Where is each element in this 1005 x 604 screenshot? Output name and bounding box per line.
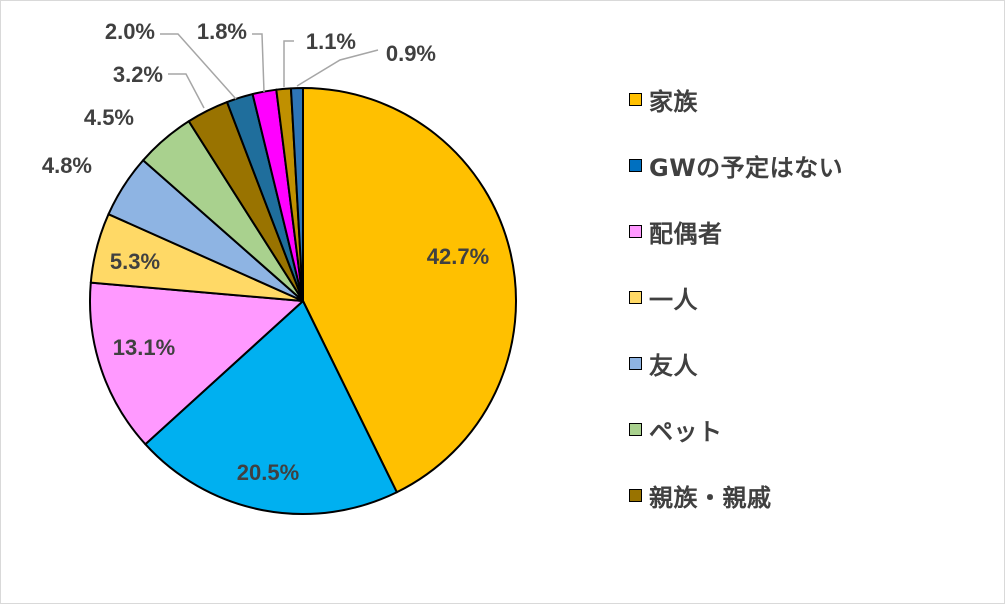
data-label: 42.7% (427, 244, 489, 269)
legend: 家族 GWの予定はない 配偶者 一人 友人 ペット 親族・親戚 (629, 66, 843, 528)
data-label: 1.1% (306, 29, 356, 54)
legend-swatch (629, 356, 642, 370)
leader-line (168, 73, 205, 109)
data-label: 5.3% (110, 249, 160, 274)
legend-item: ペット (629, 396, 843, 462)
leader-line (252, 33, 265, 93)
data-label: 0.9% (386, 41, 436, 66)
legend-label: GWの予定はない (649, 153, 844, 182)
legend-label: 友人 (649, 351, 698, 380)
legend-item: 友人 (629, 330, 843, 396)
data-label: 2.0% (105, 19, 155, 44)
legend-label: ペット (649, 417, 723, 446)
legend-label: 家族 (649, 87, 698, 116)
legend-swatch (629, 92, 642, 106)
legend-item: 配偶者 (629, 198, 843, 264)
legend-label: 配偶者 (649, 219, 723, 248)
legend-item: 一人 (629, 264, 843, 330)
data-label: 13.1% (113, 335, 175, 360)
data-label: 4.8% (42, 153, 92, 178)
leader-line (160, 33, 237, 100)
pie-slice (302, 87, 517, 494)
data-label: 4.5% (84, 105, 134, 130)
data-label: 3.2% (113, 62, 163, 87)
pie-slice (289, 86, 304, 302)
leader-line (296, 49, 379, 87)
legend-label: 一人 (649, 285, 698, 314)
legend-item: 家族 (629, 66, 843, 132)
legend-swatch (629, 224, 642, 238)
legend-label: 親族・親戚 (649, 483, 772, 512)
pie-slice (89, 281, 304, 446)
legend-swatch (629, 488, 642, 502)
pie-slice (144, 300, 398, 515)
legend-swatch (629, 422, 642, 436)
legend-item: GWの予定はない (629, 132, 843, 198)
legend-swatch (629, 290, 642, 304)
legend-item: 親族・親戚 (629, 462, 843, 528)
leader-line (283, 40, 294, 87)
data-label: 20.5% (237, 460, 299, 485)
data-label: 1.8% (197, 19, 247, 44)
legend-swatch (629, 158, 642, 172)
